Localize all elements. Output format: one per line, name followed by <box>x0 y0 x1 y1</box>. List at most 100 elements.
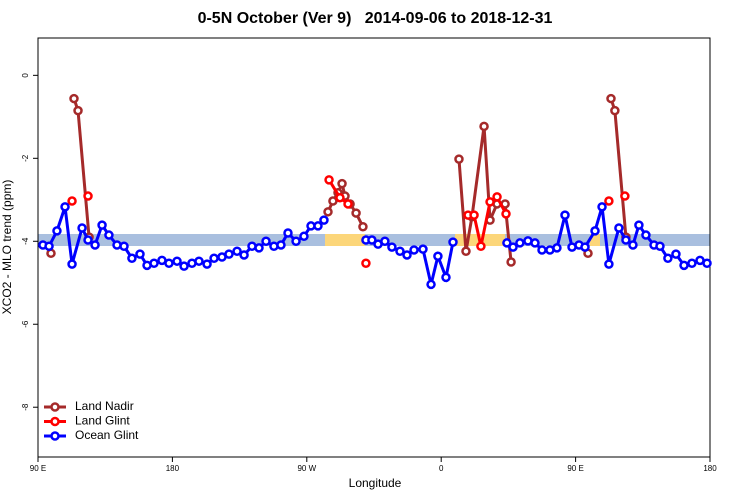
point <box>73 105 83 116</box>
point <box>702 258 712 269</box>
point <box>202 259 212 269</box>
point <box>232 246 242 256</box>
point <box>687 258 697 269</box>
legend-label: Land Nadir <box>75 399 134 413</box>
point <box>97 220 107 230</box>
point <box>358 222 368 232</box>
x-tick-label: 90 E <box>567 464 583 473</box>
point <box>402 250 412 260</box>
point <box>276 240 286 250</box>
point <box>60 202 70 212</box>
point <box>361 258 371 269</box>
point <box>323 207 333 217</box>
point <box>77 223 87 233</box>
point <box>149 258 159 269</box>
point <box>501 209 511 219</box>
point <box>194 256 204 266</box>
plot-frame <box>37 37 711 458</box>
point <box>560 210 570 220</box>
point <box>127 253 137 264</box>
point <box>441 272 451 283</box>
point <box>69 93 79 104</box>
point <box>283 228 293 238</box>
point <box>433 251 443 261</box>
point <box>485 215 495 225</box>
point <box>179 261 189 271</box>
point <box>485 197 495 207</box>
point <box>367 235 377 245</box>
point <box>604 259 614 269</box>
point <box>83 235 93 245</box>
x-tick-label: 90 E <box>30 464 46 473</box>
point <box>380 236 390 247</box>
point <box>291 236 301 247</box>
point <box>335 192 345 203</box>
point <box>479 121 489 132</box>
point <box>224 249 234 259</box>
point <box>461 246 471 256</box>
point <box>343 199 353 209</box>
land-band <box>325 234 365 246</box>
point <box>164 258 174 269</box>
x-tick-label: 180 <box>703 464 717 473</box>
x-tick-label: 90 W <box>297 464 316 473</box>
point <box>515 238 525 248</box>
point <box>500 199 510 209</box>
point <box>502 238 512 248</box>
point <box>426 279 436 290</box>
point <box>254 243 264 253</box>
point <box>395 246 405 256</box>
legend-marker <box>50 416 60 427</box>
point <box>83 191 93 201</box>
y-tick-label: -8 <box>21 403 30 411</box>
point <box>614 223 624 233</box>
y-tick-label: 0 <box>21 73 30 78</box>
point <box>135 249 145 259</box>
x-axis-label: Longitude <box>349 476 402 490</box>
point <box>537 245 547 255</box>
point <box>448 237 458 247</box>
point <box>590 226 600 236</box>
point <box>337 178 347 189</box>
point <box>506 257 516 267</box>
point <box>530 238 540 248</box>
y-tick-label: -2 <box>21 154 30 162</box>
point <box>351 208 361 218</box>
y-tick-label: -6 <box>21 320 30 328</box>
chart-title: 0-5N October (Ver 9) 2014-09-06 to 2018-… <box>198 10 553 27</box>
point <box>641 230 651 240</box>
point <box>610 105 620 116</box>
y-axis-label: XCO2 - MLO trend (ppm) <box>0 180 14 315</box>
point <box>620 191 630 201</box>
point <box>209 253 219 264</box>
point <box>319 215 329 225</box>
point <box>409 245 419 255</box>
point <box>454 154 464 164</box>
point <box>508 242 518 252</box>
point <box>328 196 338 206</box>
point <box>604 196 614 206</box>
point <box>628 240 638 250</box>
legend-marker <box>50 402 60 412</box>
point <box>44 241 54 252</box>
point <box>621 235 631 245</box>
legend-marker <box>50 431 60 441</box>
x-tick-label: 0 <box>439 464 444 473</box>
point <box>261 236 271 247</box>
point <box>90 240 100 250</box>
point <box>418 244 428 254</box>
point <box>104 230 114 240</box>
legend-label: Land Glint <box>75 414 130 428</box>
point <box>634 220 644 230</box>
point <box>580 242 590 252</box>
point <box>476 241 486 252</box>
point <box>52 226 62 236</box>
legend-label: Ocean Glint <box>75 428 139 442</box>
point <box>597 202 607 212</box>
point <box>492 192 502 202</box>
point <box>239 250 249 260</box>
y-tick-label: -4 <box>21 237 30 245</box>
point <box>172 256 182 266</box>
point <box>299 231 309 242</box>
